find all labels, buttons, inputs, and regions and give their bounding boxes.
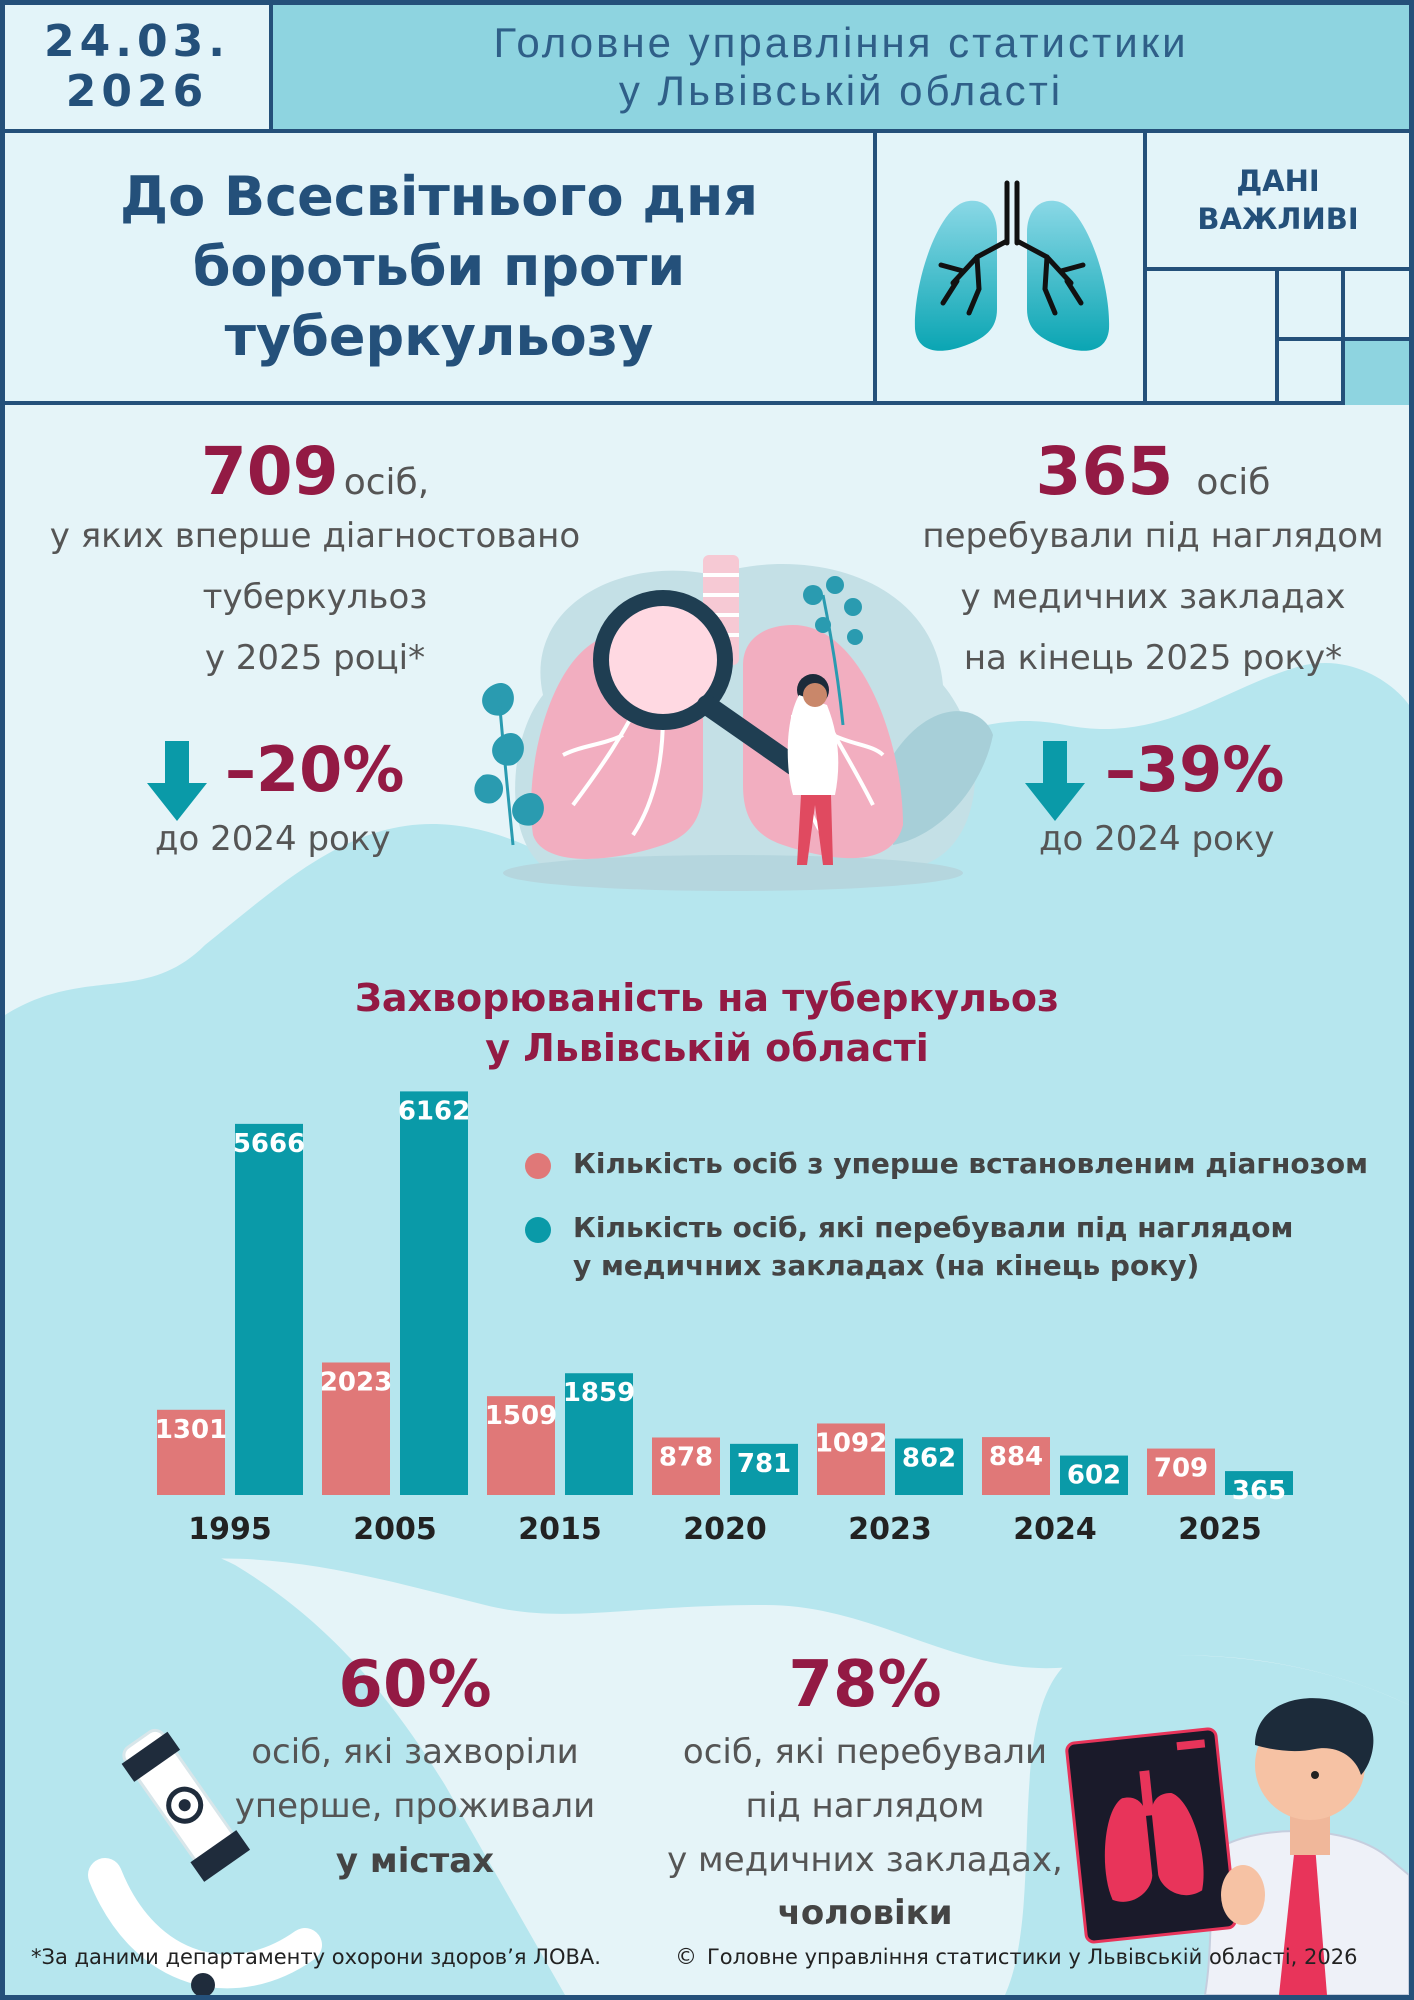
x-tick-label-2024: 2024 [1013, 1512, 1097, 1547]
organization-banner: Головне управління статистики у Львівськ… [273, 5, 1409, 133]
new-cases-stat: 709 осіб, у яких вперше діагностовано ту… [25, 433, 605, 689]
bar-observed-1995 [235, 1123, 303, 1495]
data-label-observed-2020: 781 [737, 1449, 791, 1479]
new-cases-value: 709 [200, 433, 339, 510]
data-label-new-cases-2020: 878 [659, 1442, 713, 1472]
urban-stat: 60% осіб, які захворіли уперше, проживал… [195, 1645, 635, 1889]
title-box: До Всесвітнього дня боротьби проти тубер… [5, 133, 877, 405]
observed-stat: 365 осіб перебували під наглядом у медич… [893, 433, 1409, 689]
data-label-new-cases-2023: 1092 [815, 1428, 887, 1458]
x-tick-label-2025: 2025 [1178, 1512, 1262, 1547]
bar-observed-2020 [730, 1443, 798, 1495]
bar-new-cases-2025 [1147, 1448, 1215, 1495]
bar-observed-2015 [565, 1373, 633, 1495]
x-tick-label-2023: 2023 [848, 1512, 932, 1547]
doctor-xray-illustration [1065, 1698, 1409, 1995]
men-value: 78% [788, 1648, 942, 1722]
urban-value: 60% [338, 1648, 492, 1722]
legend-label-new-cases: Кількість осіб з уперше встановленим діа… [573, 1147, 1368, 1180]
legend-item-observed: Кількість осіб, які перебували під нагля… [525, 1209, 1405, 1285]
copyright-line: © Головне управління статистики у Львівсь… [675, 1945, 1357, 1970]
observed-change: –39% [1105, 733, 1285, 806]
organization-name: Головне управління статистики у Львівськ… [493, 19, 1189, 114]
bar-observed-2005 [400, 1091, 468, 1495]
arrow-down-icon [1025, 741, 1085, 821]
legend-dot-observed [525, 1217, 551, 1243]
date: 24.03. 2026 [44, 16, 230, 117]
legend-label-observed: Кількість осіб, які перебували під нагля… [573, 1211, 1294, 1282]
observed-value: 365 [1035, 433, 1174, 510]
bar-new-cases-2005 [322, 1362, 390, 1495]
x-tick-label-2005: 2005 [353, 1512, 437, 1547]
new-cases-change-note: до 2024 року [155, 819, 391, 859]
lung-icon-box [877, 133, 1147, 405]
arrow-down-icon [147, 741, 207, 821]
data-label-observed-2025: 365 [1232, 1476, 1286, 1506]
men-stat: 78% осіб, які перебували під наглядом у … [645, 1645, 1085, 1939]
new-cases-description: у яких вперше діагностовано туберкульоз … [49, 516, 581, 678]
data-label-observed-2015: 1859 [563, 1378, 635, 1408]
x-tick-label-2020: 2020 [683, 1512, 767, 1547]
men-description: осіб, які перебували під наглядом у меди… [667, 1732, 1063, 1880]
legend-item-new-cases: Кількість осіб з уперше встановленим діа… [525, 1145, 1405, 1183]
date-box: 24.03. 2026 [5, 5, 273, 133]
badge-label: ДАНІ ВАЖЛИВІ [1197, 164, 1359, 236]
observed-change-note: до 2024 року [1039, 819, 1275, 859]
new-cases-unit: осіб, [343, 462, 430, 503]
observed-description: перебували під наглядом у медичних закла… [922, 516, 1384, 678]
data-label-observed-2005: 6162 [398, 1096, 470, 1126]
observed-unit: осіб [1196, 462, 1271, 503]
urban-description: осіб, які захворіли уперше, проживали [234, 1732, 596, 1826]
bar-observed-2024 [1060, 1455, 1128, 1495]
copyright-icon: © [675, 1945, 697, 1970]
page-title: До Всесвітнього дня боротьби проти тубер… [119, 165, 759, 368]
data-label-new-cases-2024: 884 [989, 1442, 1043, 1472]
lungs-magnifier-illustration [474, 555, 993, 891]
urban-emphasis: у містах [335, 1841, 495, 1881]
data-label-observed-2024: 602 [1067, 1461, 1121, 1491]
badge-box: ДАНІ ВАЖЛИВІ [1147, 133, 1409, 405]
chart-title: Захворюваність на туберкульоз у Львівськ… [354, 976, 1060, 1070]
data-label-new-cases-2005: 2023 [320, 1367, 392, 1397]
lungs-icon [914, 180, 1110, 351]
bar-new-cases-2015 [487, 1396, 555, 1495]
microscope-illustration [88, 1728, 322, 1995]
new-cases-change: –20% [225, 733, 405, 806]
legend-dot-new-cases [525, 1153, 551, 1179]
data-label-new-cases-1995: 1301 [155, 1415, 227, 1445]
data-label-new-cases-2025: 709 [1154, 1454, 1208, 1484]
source-note: *За даними департаменту охорони здоров’я… [31, 1945, 601, 1969]
bar-new-cases-2024 [982, 1437, 1050, 1495]
bar-observed-2025 [1225, 1471, 1293, 1495]
data-label-observed-1995: 5666 [233, 1129, 305, 1159]
x-tick-label-2015: 2015 [518, 1512, 602, 1547]
data-label-observed-2023: 862 [902, 1444, 956, 1474]
chart-legend: Кількість осіб з уперше встановленим діа… [525, 1145, 1405, 1285]
bar-observed-2023 [895, 1438, 963, 1495]
bar-new-cases-2020 [652, 1437, 720, 1495]
bar-new-cases-2023 [817, 1423, 885, 1495]
decorative-grid [1275, 271, 1409, 405]
copyright-text: Головне управління статистики у Львівськ… [707, 1945, 1358, 1969]
men-emphasis: чоловіки [777, 1893, 953, 1933]
data-label-new-cases-2015: 1509 [485, 1401, 557, 1431]
bar-new-cases-1995 [157, 1409, 225, 1495]
x-tick-label-1995: 1995 [188, 1512, 272, 1547]
badge-label-box: ДАНІ ВАЖЛИВІ [1147, 133, 1409, 271]
